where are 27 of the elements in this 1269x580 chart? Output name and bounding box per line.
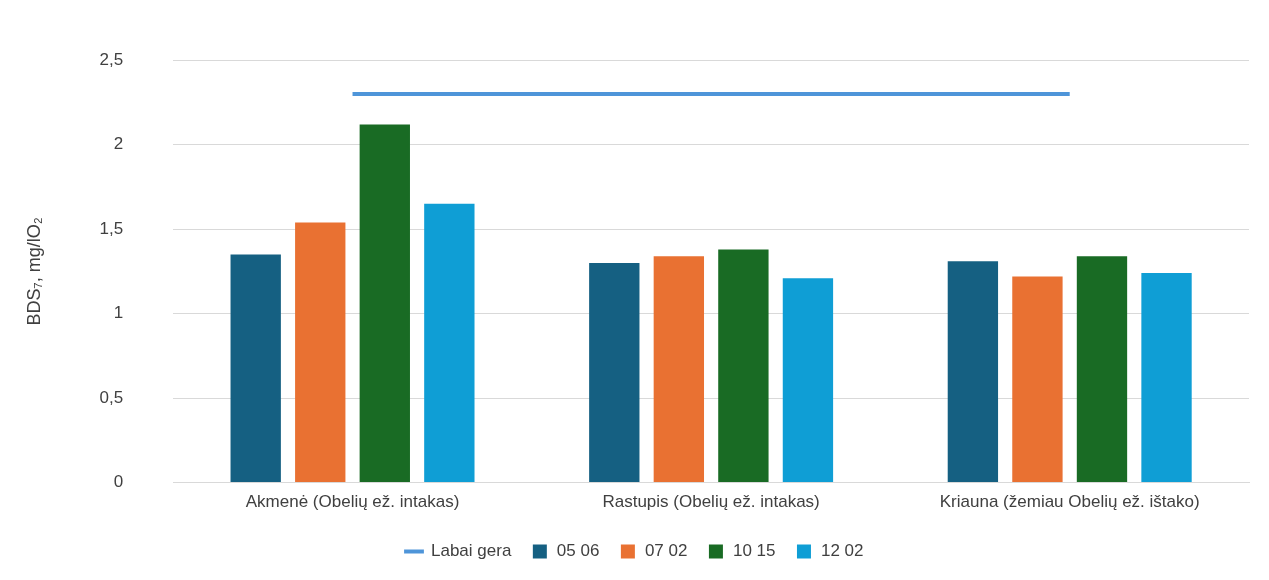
- bar: [653, 256, 705, 483]
- x-tick-label: Rastupis (Obelių ež. intakas): [602, 492, 820, 512]
- y-tick-label: 0,5: [99, 387, 124, 407]
- bar: [295, 222, 346, 483]
- bar: [718, 249, 769, 483]
- bar: [1076, 256, 1128, 483]
- y-tick-label: 2: [113, 134, 124, 154]
- y-axis-title: BDS₇, mg/lO₂: [23, 217, 44, 326]
- legend-label: 10 15: [732, 541, 776, 561]
- x-tick-label: Akmenė (Obelių ež. intakas): [245, 492, 460, 512]
- y-tick-label: 1: [113, 303, 124, 323]
- bar: [1141, 273, 1192, 483]
- x-tick-label: Kriauna (žemiau Obelių ež. ištako): [939, 492, 1200, 512]
- y-tick-label: 1,5: [99, 218, 124, 238]
- y-tick-label: 0: [113, 472, 124, 492]
- legend-label: 12 02: [820, 541, 864, 561]
- bar: [359, 124, 410, 483]
- bar: [947, 261, 999, 483]
- bar: [424, 203, 475, 483]
- bar: [230, 254, 281, 483]
- bar: [782, 278, 834, 483]
- legend-label: 07 02: [644, 541, 688, 561]
- legend-label: Labai gera: [431, 541, 512, 561]
- y-tick-label: 2,5: [99, 49, 124, 69]
- bar: [589, 262, 640, 483]
- legend-label: 05 06: [556, 541, 600, 561]
- bar: [1012, 276, 1063, 483]
